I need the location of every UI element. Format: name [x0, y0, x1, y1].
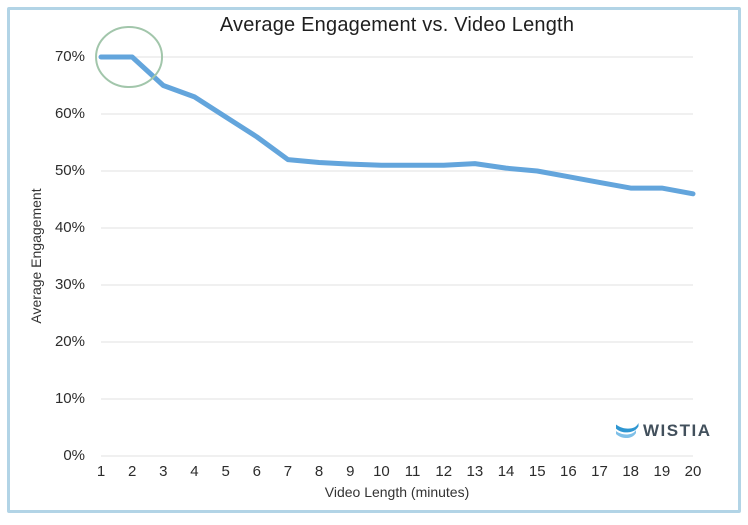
x-tick-label: 4	[190, 463, 199, 480]
x-tick-label: 9	[346, 463, 355, 480]
y-tick-label: 40%	[54, 219, 85, 236]
x-tick-label: 10	[373, 463, 390, 480]
x-tick-label: 13	[466, 463, 484, 480]
wistia-swoosh-icon	[616, 423, 639, 439]
x-tick-label: 16	[560, 463, 577, 480]
gridlines	[101, 56, 693, 457]
x-tick-label: 5	[221, 463, 230, 480]
x-axis-title: Video Length (minutes)	[324, 484, 470, 500]
x-tick-label: 17	[591, 463, 608, 480]
wistia-logo-text: WISTIA	[643, 421, 712, 440]
x-tick-label: 15	[528, 463, 546, 480]
x-tick-label: 19	[653, 463, 671, 480]
x-tick-label: 8	[314, 463, 324, 480]
y-tick-label: 70%	[54, 48, 85, 65]
y-tick-label: 60%	[54, 105, 85, 122]
y-tick-label: 30%	[54, 276, 85, 293]
x-tick-label: 14	[497, 463, 515, 480]
y-tick-label: 20%	[54, 333, 85, 350]
engagement-line-series	[98, 54, 696, 197]
x-tick-label: 6	[252, 463, 261, 480]
chart-title: Average Engagement vs. Video Length	[219, 14, 575, 36]
highlight-circle-annotation	[95, 26, 164, 88]
x-tick-label: 7	[283, 463, 293, 480]
x-tick-label: 20	[684, 463, 702, 480]
x-tick-label: 12	[435, 463, 453, 480]
y-tick-label: 50%	[54, 162, 85, 179]
x-tick-label: 3	[159, 463, 168, 480]
x-tick-label: 11	[404, 463, 421, 480]
x-tick-label: 2	[127, 463, 137, 480]
wistia-logo: WISTIA	[615, 420, 712, 442]
y-tick-label: 0%	[63, 447, 85, 464]
x-tick-label: 18	[622, 463, 640, 480]
x-tick-label: 1	[96, 463, 106, 480]
y-tick-label: 10%	[54, 390, 85, 407]
